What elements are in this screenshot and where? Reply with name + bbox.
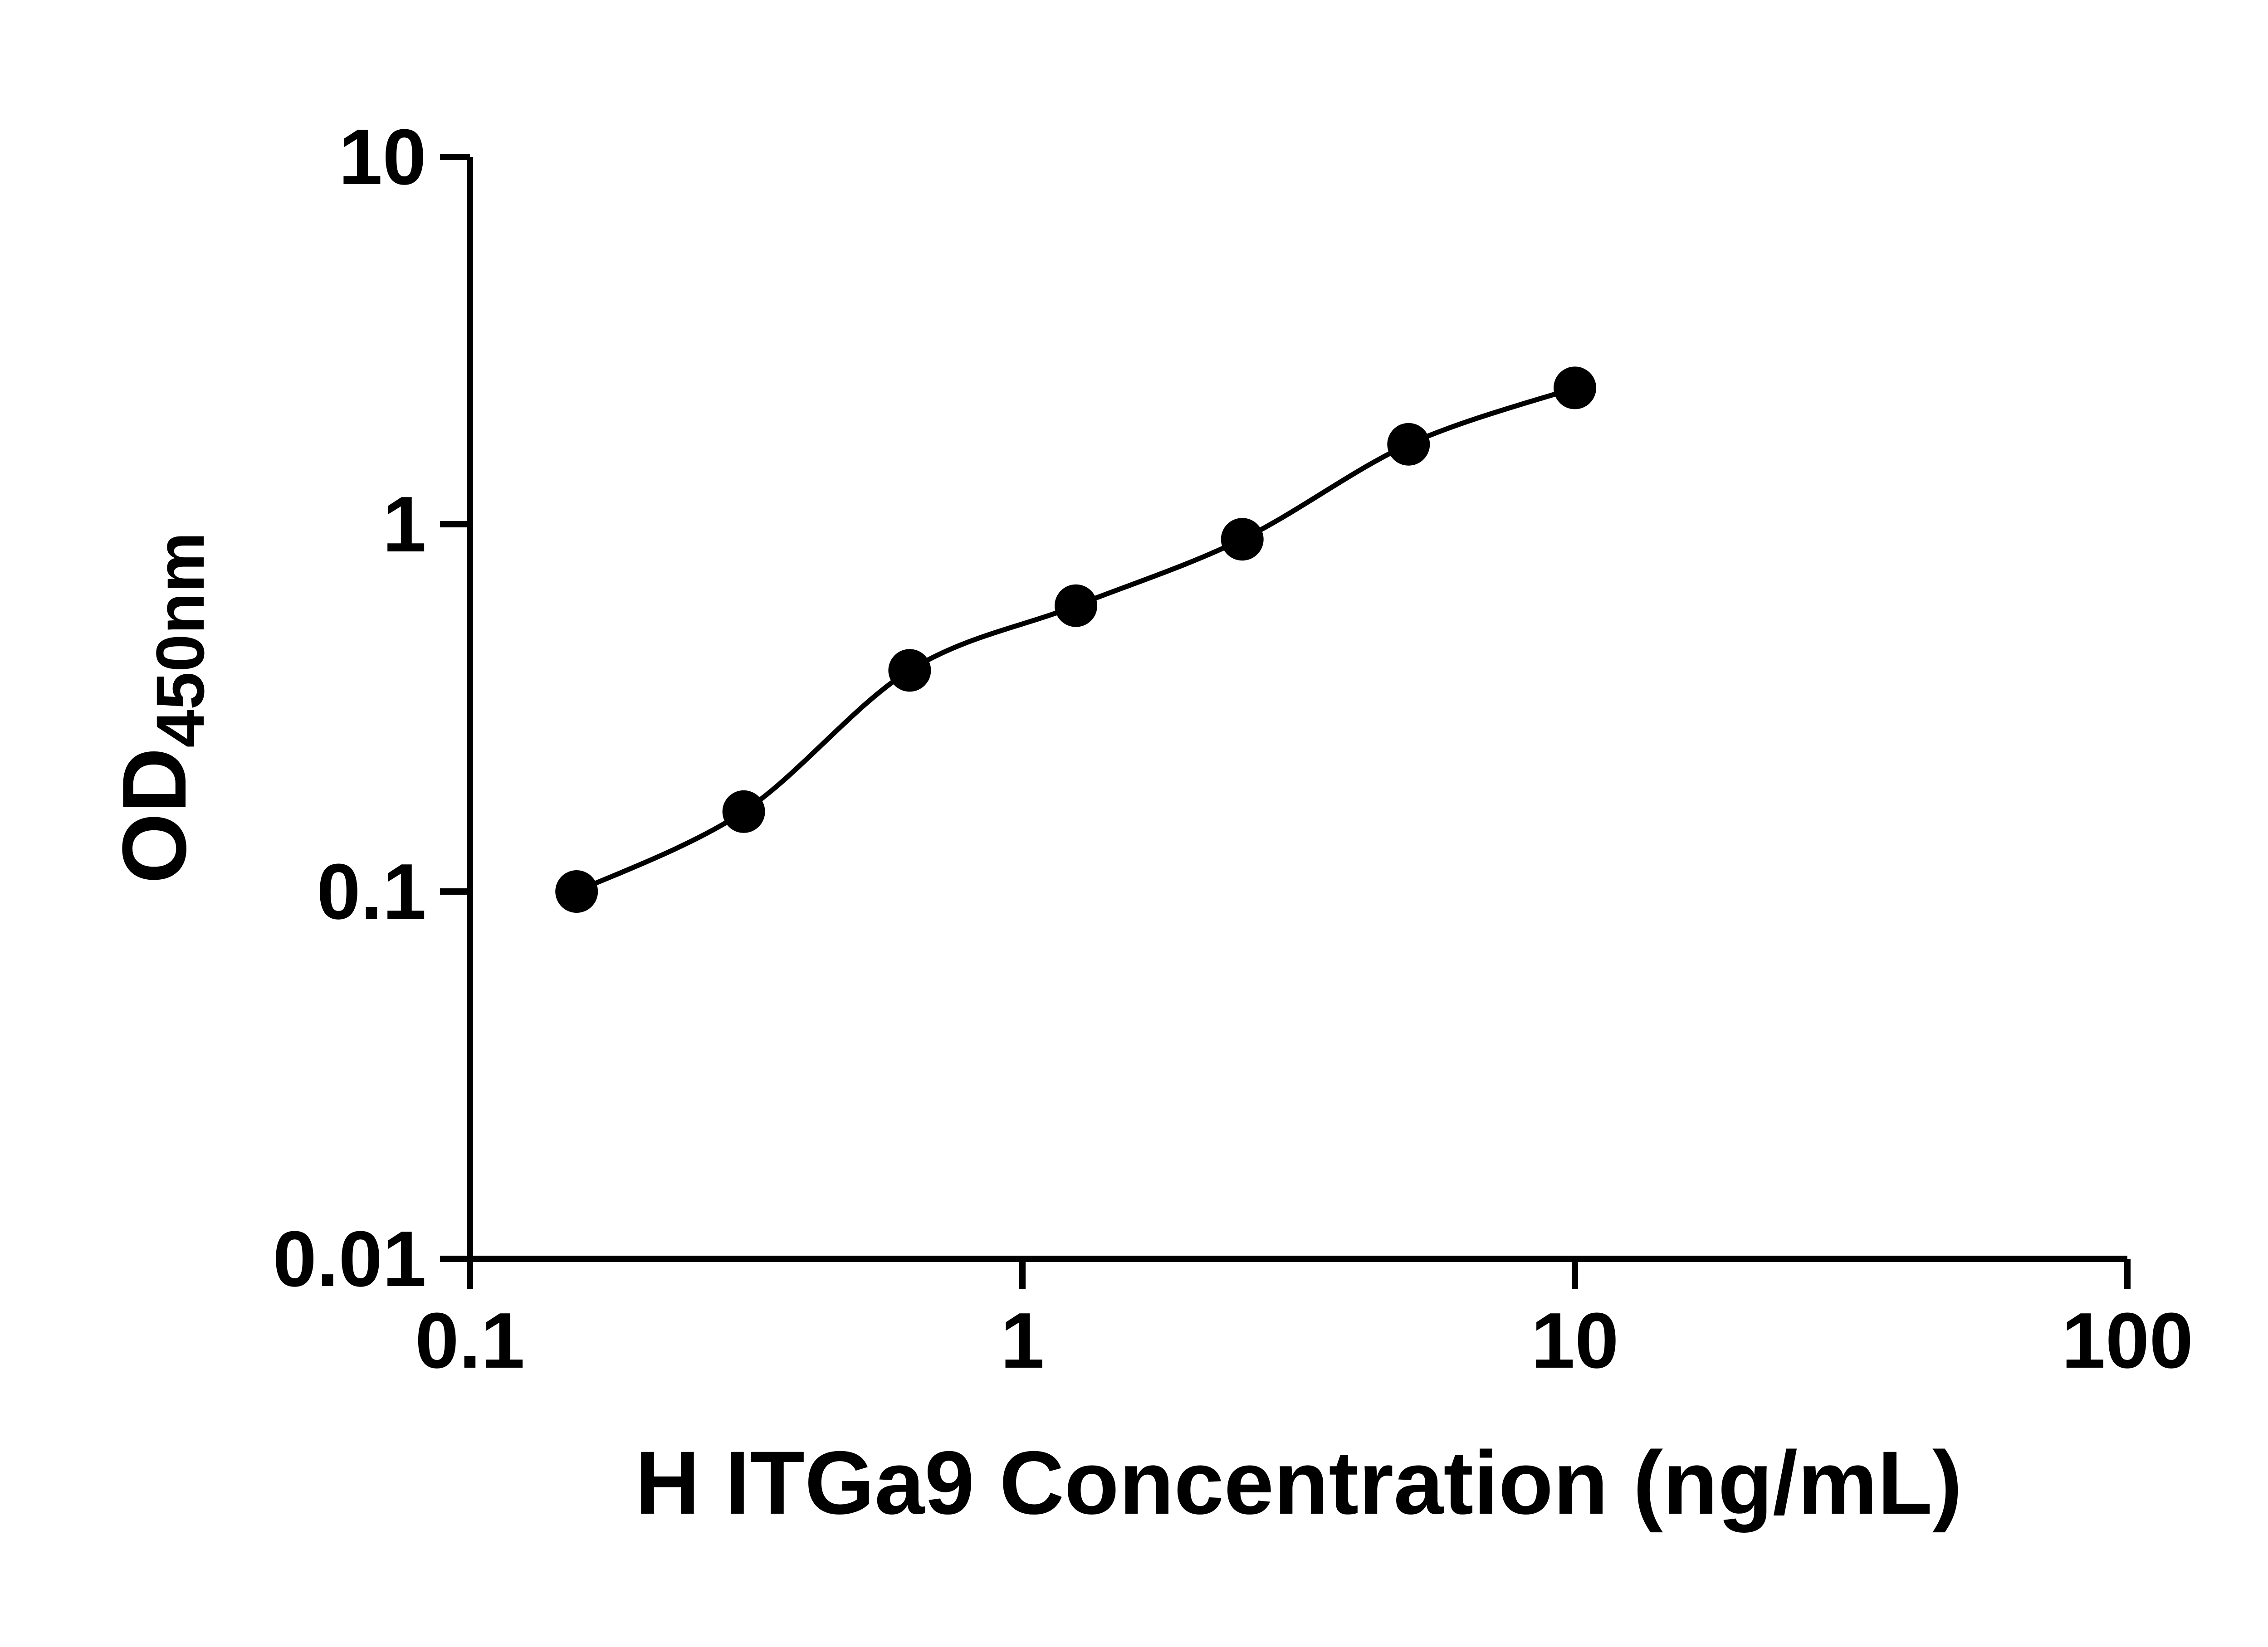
data-point (1387, 423, 1430, 466)
x-axis-title: H ITGa9 Concentration (ng/mL) (635, 1433, 1963, 1533)
y-tick-label: 0.01 (273, 1214, 426, 1303)
y-axis-title: OD450nm (103, 532, 220, 883)
elisa-standard-curve-figure: 0.1 1 10 100 0.01 0.1 1 10 OD450nm H ITGa9 Conc… (18, 7, 2268, 1640)
x-tick-label: 1 (1001, 1296, 1045, 1384)
y-axis-title-text: OD (104, 747, 205, 884)
y-tick-label: 0.1 (317, 847, 426, 936)
data-point (888, 649, 931, 692)
x-tick-label: 10 (1531, 1296, 1619, 1384)
y-tick-label: 10 (338, 112, 426, 201)
y-axis-title-subscript: 450nm (142, 532, 218, 748)
data-point (722, 790, 765, 833)
x-tick-label: 0.1 (415, 1296, 525, 1384)
data-point (1055, 584, 1097, 627)
x-tick-label: 100 (2062, 1296, 2193, 1384)
data-point (555, 870, 598, 913)
data-point (1554, 366, 1596, 409)
data-point (1221, 518, 1264, 561)
y-tick-label: 1 (382, 480, 426, 568)
axis-lines (467, 157, 2127, 1262)
